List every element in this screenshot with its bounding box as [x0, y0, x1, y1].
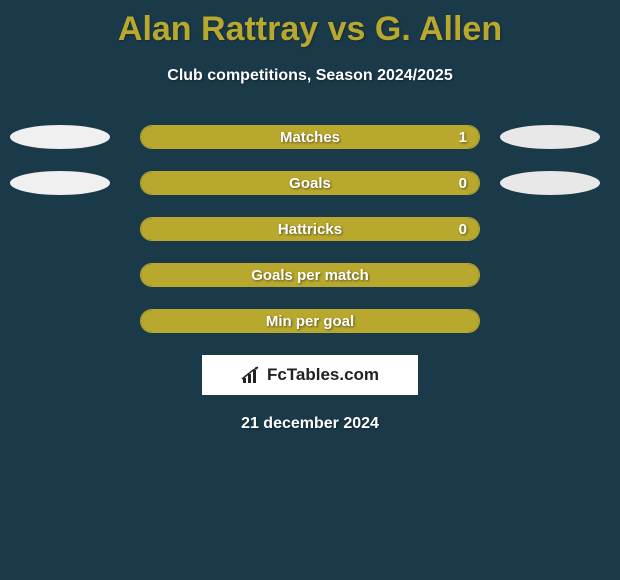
date-text: 21 december 2024 — [0, 415, 620, 433]
stat-value: 1 — [459, 129, 467, 146]
comparison-chart: Matches 1 Goals 0 Hattricks 0 Goals per match M… — [0, 125, 620, 333]
stat-row: Goals per match — [0, 263, 620, 287]
logo-box: FcTables.com — [202, 355, 418, 395]
page-title: Alan Rattray vs G. Allen — [0, 0, 620, 49]
chart-icon — [241, 366, 263, 384]
stat-label: Matches — [280, 129, 340, 146]
stat-label: Goals per match — [251, 267, 369, 284]
right-ellipse — [500, 125, 600, 149]
stat-bar: Min per goal — [140, 309, 480, 333]
stat-row: Matches 1 — [0, 125, 620, 149]
page-subtitle: Club competitions, Season 2024/2025 — [0, 67, 620, 85]
stat-value: 0 — [459, 221, 467, 238]
stat-value: 0 — [459, 175, 467, 192]
stat-label: Goals — [289, 175, 331, 192]
stat-bar: Goals 0 — [140, 171, 480, 195]
logo-text: FcTables.com — [267, 365, 379, 385]
stat-bar: Goals per match — [140, 263, 480, 287]
stat-row: Goals 0 — [0, 171, 620, 195]
stat-bar: Matches 1 — [140, 125, 480, 149]
left-ellipse — [10, 125, 110, 149]
stat-bar: Hattricks 0 — [140, 217, 480, 241]
stat-row: Hattricks 0 — [0, 217, 620, 241]
stat-row: Min per goal — [0, 309, 620, 333]
right-ellipse — [500, 171, 600, 195]
left-ellipse — [10, 171, 110, 195]
stat-label: Hattricks — [278, 221, 342, 238]
logo: FcTables.com — [241, 365, 379, 385]
stat-label: Min per goal — [266, 313, 354, 330]
